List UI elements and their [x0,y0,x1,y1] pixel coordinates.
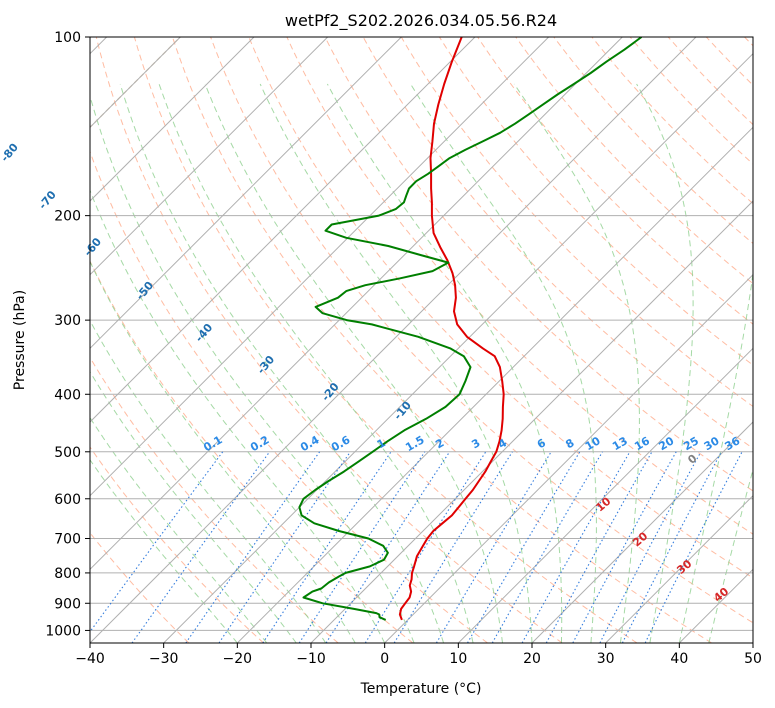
isotherm-line [531,421,753,643]
sounding-profiles [298,37,643,621]
isotherm-line [384,273,753,643]
dewpoint-profile [298,37,643,621]
x-tick-label: 0 [380,651,389,667]
mixing-ratio-line [467,451,581,643]
dry-adiabat-line [515,37,753,285]
plot-frame [89,36,754,644]
moist-adiabat-line [513,83,640,643]
moist-adiabat-line [90,260,356,643]
x-tick-label: −10 [296,651,326,667]
y-tick-label: 200 [54,209,81,225]
moist-adiabat-line [90,458,238,643]
isotherm-line [605,494,753,643]
mixing-ratio-line [185,451,321,643]
moist-adiabat-line [326,83,563,643]
isotherm-line [90,37,476,423]
x-tick-label: 20 [523,651,541,667]
x-tick-label: 50 [744,651,762,667]
x-axis-ticks: −40 −30 −20 −10 0 10 20 30 40 50 [75,643,762,667]
isotherm-line [90,37,697,643]
x-axis-label: Temperature (°C) [360,681,482,697]
mixing-ratio-line [491,451,603,643]
mixing-ratio-line [545,451,653,643]
isotherm-line [90,37,255,202]
dry-adiabat-line [210,37,753,624]
moist-adiabat-line [708,467,753,643]
isotherm-line [90,37,550,497]
dry-adiabat-line [324,37,753,492]
y-tick-label: 500 [54,445,81,461]
moist-adiabat-line [678,269,753,643]
mixing-ratio-line [393,451,513,643]
moist-adiabat-line [90,94,415,643]
plot-area [90,37,753,643]
dry-adiabat-line [629,37,753,165]
moist-adiabat-line [90,319,327,643]
moist-adiabat-line [204,83,503,643]
y-tick-label: 900 [54,596,81,612]
moist-adiabat-line [410,83,597,643]
moist-adiabat-line [158,83,474,643]
moist-adiabat-line [90,416,268,643]
y-tick-label: 400 [54,387,81,403]
x-tick-label: −30 [149,651,179,667]
moist-adiabat-line [636,83,694,643]
x-tick-label: −20 [223,651,253,667]
mixing-ratio-line [572,451,677,643]
dry-adiabat-line [133,37,638,643]
y-tick-label: 800 [54,566,81,582]
isotherm-line [90,37,623,571]
y-tick-label: 600 [54,492,81,508]
dry-adiabat-line [400,37,753,408]
mixing-ratio-line [521,451,631,643]
isotherm-line [310,200,753,643]
y-axis-ticks: 1000 900 800 700 600 500 400 300 200 100 [45,30,90,639]
y-tick-label: 100 [54,30,81,46]
x-tick-label: 10 [449,651,467,667]
temperature-profile [398,37,505,621]
isotherm-line [236,126,753,643]
dry-adiabat-line [248,37,753,579]
y-tick-label: 1000 [45,623,81,639]
mixing-ratio-lines [90,451,743,643]
dry-adiabat-line [477,37,753,325]
chart-title: wetPf2_S202.2026.034.05.56.R24 [285,11,557,31]
moist-adiabat-line [90,370,297,643]
x-tick-label: −40 [75,651,105,667]
dry-adiabat-line [90,446,264,643]
mixing-ratio-line [435,451,552,643]
isotherm-line [90,37,402,350]
moist-adiabat-line [119,83,445,643]
isobar-gridlines [90,37,753,631]
isotherm-line [163,52,753,643]
mixing-ratio-line [325,451,451,643]
x-tick-label: 30 [597,651,615,667]
moist-adiabat-line [259,83,533,643]
mixing-ratio-line [364,451,487,643]
mixing-ratio-line [218,451,351,643]
y-tick-label: 700 [54,532,81,548]
y-axis-label: Pressure (hPa) [12,290,28,390]
isotherm-line [457,347,753,643]
x-tick-label: 40 [670,651,688,667]
dry-adiabat-line [95,37,563,643]
dry-adiabat-line [90,259,414,643]
y-tick-label: 300 [54,313,81,329]
isotherm-line [90,37,329,276]
mixing-ratio-line [131,451,271,643]
isotherm-gridlines [90,37,753,643]
